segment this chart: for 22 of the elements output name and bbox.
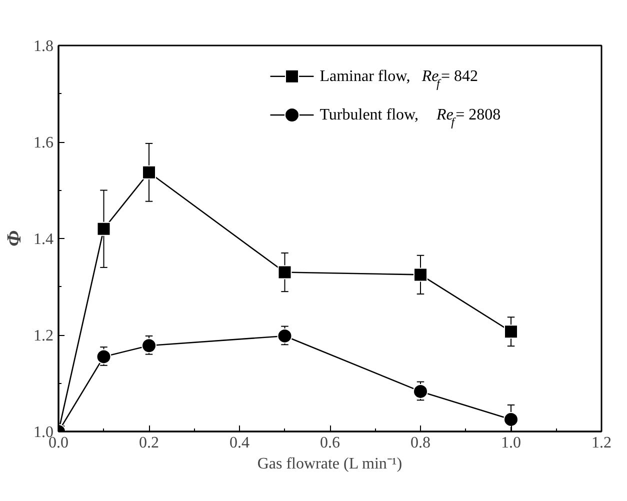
point bbox=[96, 349, 112, 364]
x-tick-label: 0.2 bbox=[139, 434, 159, 452]
y-axis-title: Φ bbox=[4, 230, 26, 246]
x-tick-label: 0.8 bbox=[410, 434, 430, 452]
point bbox=[142, 338, 156, 354]
point bbox=[278, 265, 292, 280]
x-tick-label: 1.0 bbox=[501, 434, 521, 452]
x-tick-label: 0.6 bbox=[320, 434, 340, 452]
x-axis-title: Gas flowrate (L min⁻¹) bbox=[257, 456, 402, 472]
y-tick-label: 1.4 bbox=[34, 231, 54, 248]
y-tick-label: 1.6 bbox=[34, 134, 54, 152]
x-tick-label: 0.4 bbox=[230, 434, 250, 452]
x-tick-label: 1.2 bbox=[592, 434, 612, 452]
point bbox=[96, 222, 111, 236]
y-tick-label: 1.8 bbox=[34, 38, 54, 55]
point bbox=[504, 412, 518, 427]
point bbox=[504, 324, 518, 339]
point bbox=[277, 328, 292, 344]
y-tick-label: 1.2 bbox=[34, 328, 54, 344]
point bbox=[142, 165, 156, 180]
point bbox=[414, 268, 428, 282]
point bbox=[413, 384, 428, 399]
